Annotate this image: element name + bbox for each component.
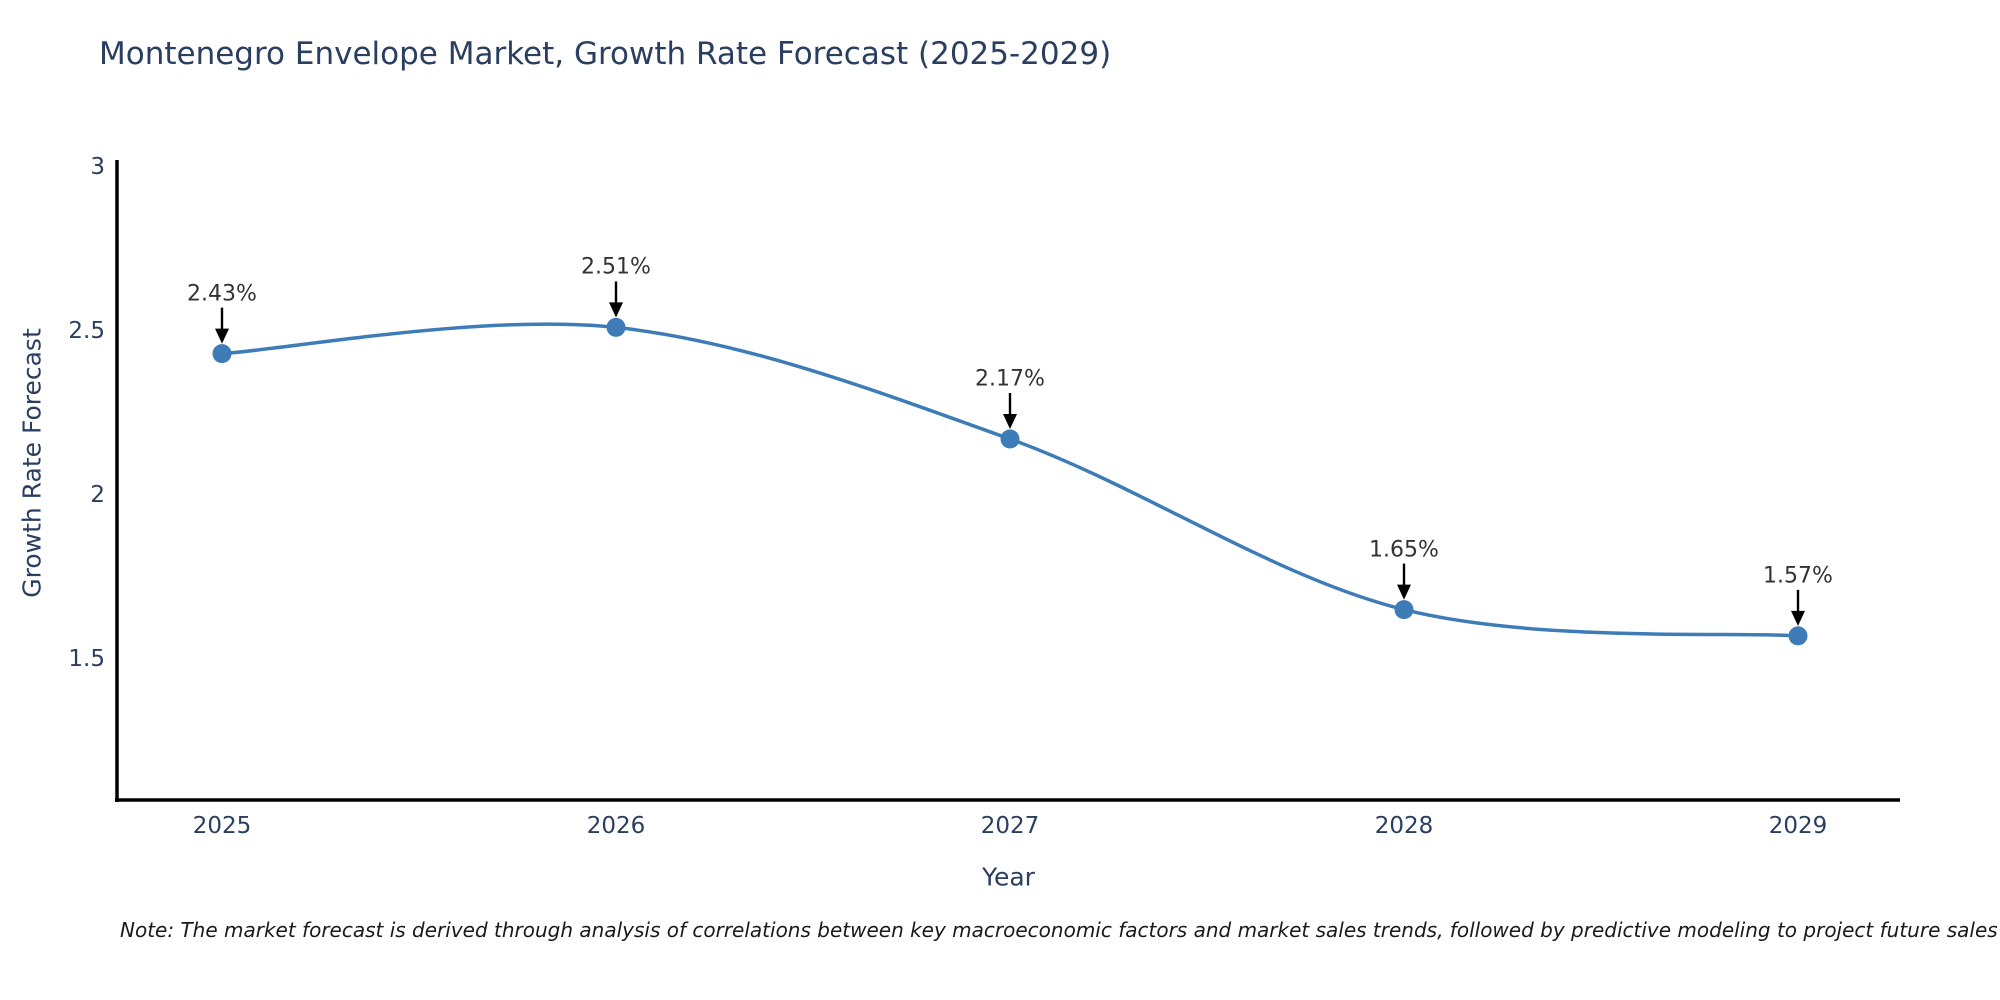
- y-tick-label: 1.5: [68, 645, 105, 672]
- data-point-marker[interactable]: [1394, 600, 1414, 620]
- annotation-arrow-head: [1003, 413, 1017, 429]
- point-annotation: 1.65%: [1369, 537, 1439, 563]
- y-tick-label: 2: [90, 481, 105, 508]
- data-point-marker[interactable]: [606, 317, 626, 337]
- point-annotation: 2.43%: [187, 281, 257, 307]
- y-axis-title: Growth Rate Forecast: [17, 328, 47, 598]
- chart-title: Montenegro Envelope Market, Growth Rate …: [99, 36, 1112, 72]
- y-tick-label: 3: [90, 153, 105, 180]
- data-point-marker[interactable]: [1000, 429, 1020, 449]
- x-tick-label: 2026: [586, 813, 646, 839]
- x-tick-label: 2025: [192, 813, 252, 839]
- y-tick-label: 2.5: [68, 317, 105, 344]
- data-point-marker[interactable]: [212, 344, 232, 364]
- point-annotation: 2.17%: [975, 366, 1045, 392]
- x-tick-label: 2028: [1374, 813, 1434, 839]
- annotation-arrow-head: [215, 328, 229, 344]
- annotation-arrow-head: [1791, 610, 1805, 626]
- footnote: Note: The market forecast is derived thr…: [120, 918, 1998, 942]
- x-tick-label: 2027: [980, 813, 1040, 839]
- point-annotation: 1.57%: [1763, 563, 1833, 589]
- annotation-arrow-head: [1397, 584, 1411, 600]
- x-tick-label: 2029: [1768, 813, 1828, 839]
- data-point-marker[interactable]: [1788, 626, 1808, 646]
- x-axis-title: Year: [982, 862, 1035, 892]
- annotation-arrow-head: [609, 302, 623, 318]
- point-annotation: 2.51%: [581, 254, 651, 280]
